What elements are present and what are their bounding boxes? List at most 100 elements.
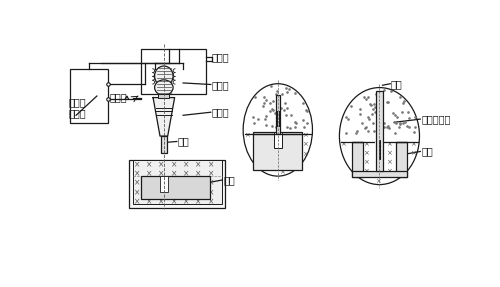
Text: ×: ×	[158, 197, 164, 206]
Text: ×: ×	[290, 151, 296, 157]
Bar	[133, 160, 222, 204]
Bar	[129, 160, 226, 208]
Text: ×: ×	[196, 188, 202, 197]
Text: ×: ×	[146, 160, 152, 169]
Text: ×: ×	[278, 169, 284, 175]
Ellipse shape	[340, 88, 419, 185]
Text: 工具: 工具	[391, 79, 403, 89]
Text: ×: ×	[278, 160, 284, 166]
Text: ×: ×	[267, 141, 273, 148]
Bar	[141, 176, 210, 199]
Text: ×: ×	[256, 132, 262, 138]
Text: ×: ×	[375, 150, 381, 156]
Bar	[274, 132, 281, 148]
Text: ×: ×	[256, 160, 262, 166]
Text: ×: ×	[170, 179, 177, 187]
Ellipse shape	[243, 84, 312, 176]
Text: 变幅杆: 变幅杆	[212, 107, 229, 117]
Ellipse shape	[154, 66, 173, 86]
Bar	[396, 142, 407, 177]
Polygon shape	[153, 98, 174, 136]
Text: ×: ×	[364, 150, 370, 156]
Text: ×: ×	[256, 141, 262, 148]
Text: ×: ×	[134, 197, 140, 206]
Text: ×: ×	[134, 188, 140, 197]
Text: ×: ×	[364, 159, 370, 165]
Text: ×: ×	[398, 141, 404, 147]
Ellipse shape	[154, 80, 173, 95]
Text: ×: ×	[183, 179, 190, 187]
Bar	[161, 136, 167, 153]
Text: ×: ×	[398, 159, 404, 165]
Text: ×: ×	[278, 151, 284, 157]
Text: ×: ×	[278, 132, 284, 138]
Text: ×: ×	[208, 179, 214, 187]
Text: ×: ×	[386, 150, 392, 156]
Text: ×: ×	[410, 150, 416, 156]
Text: ×: ×	[170, 188, 177, 197]
Text: 磨料悬浮液: 磨料悬浮液	[421, 114, 450, 124]
Text: ×: ×	[290, 132, 296, 138]
Text: ×: ×	[302, 141, 308, 148]
Text: ×: ×	[170, 197, 177, 206]
Text: ×: ×	[158, 169, 164, 178]
Text: ×: ×	[244, 132, 250, 138]
Text: ×: ×	[340, 141, 346, 147]
Text: ×: ×	[267, 132, 273, 138]
Text: ×: ×	[386, 168, 392, 174]
Text: ×: ×	[398, 168, 404, 174]
Bar	[253, 132, 302, 170]
Bar	[352, 142, 362, 177]
Text: 工件: 工件	[223, 175, 235, 185]
Text: 超声波
发生器: 超声波 发生器	[68, 97, 86, 119]
Text: ×: ×	[146, 188, 152, 197]
Text: ×: ×	[364, 168, 370, 174]
Text: ×: ×	[158, 160, 164, 169]
Text: ×: ×	[352, 159, 358, 165]
Bar	[352, 171, 407, 177]
Text: ×: ×	[375, 159, 381, 165]
Text: ×: ×	[183, 160, 190, 169]
Text: ×: ×	[267, 151, 273, 157]
Text: 工具: 工具	[178, 137, 190, 146]
Text: ×: ×	[208, 188, 214, 197]
Text: ×: ×	[375, 178, 381, 184]
Text: ×: ×	[267, 160, 273, 166]
Bar	[141, 49, 206, 94]
Text: ×: ×	[158, 179, 164, 187]
Text: ×: ×	[196, 179, 202, 187]
Text: ×: ×	[386, 159, 392, 165]
Text: ×: ×	[170, 160, 177, 169]
Text: ×: ×	[278, 141, 284, 148]
Text: ×: ×	[183, 188, 190, 197]
Text: ×: ×	[208, 197, 214, 206]
Text: ×: ×	[302, 151, 308, 157]
Text: 冷却水: 冷却水	[110, 93, 128, 102]
Text: ×: ×	[386, 141, 392, 147]
Text: ×: ×	[196, 197, 202, 206]
Text: ×: ×	[208, 160, 214, 169]
Bar	[160, 176, 168, 191]
Bar	[376, 92, 382, 171]
Text: ×: ×	[183, 197, 190, 206]
Text: ×: ×	[146, 179, 152, 187]
Text: ×: ×	[375, 141, 381, 147]
Text: ×: ×	[183, 169, 190, 178]
Text: ×: ×	[352, 150, 358, 156]
Text: ×: ×	[352, 141, 358, 147]
Text: ×: ×	[134, 169, 140, 178]
Text: ×: ×	[364, 141, 370, 147]
Text: ×: ×	[134, 160, 140, 169]
Text: 换能器: 换能器	[212, 80, 229, 90]
Text: ×: ×	[410, 141, 416, 147]
Text: ×: ×	[158, 188, 164, 197]
Text: 工件: 工件	[421, 146, 433, 156]
Text: ×: ×	[146, 169, 152, 178]
Text: ×: ×	[302, 132, 308, 138]
Text: ×: ×	[196, 160, 202, 169]
Text: 冷却水: 冷却水	[212, 52, 229, 62]
Text: ×: ×	[170, 169, 177, 178]
Text: ×: ×	[375, 168, 381, 174]
Text: ×: ×	[256, 151, 262, 157]
Text: ×: ×	[290, 141, 296, 148]
